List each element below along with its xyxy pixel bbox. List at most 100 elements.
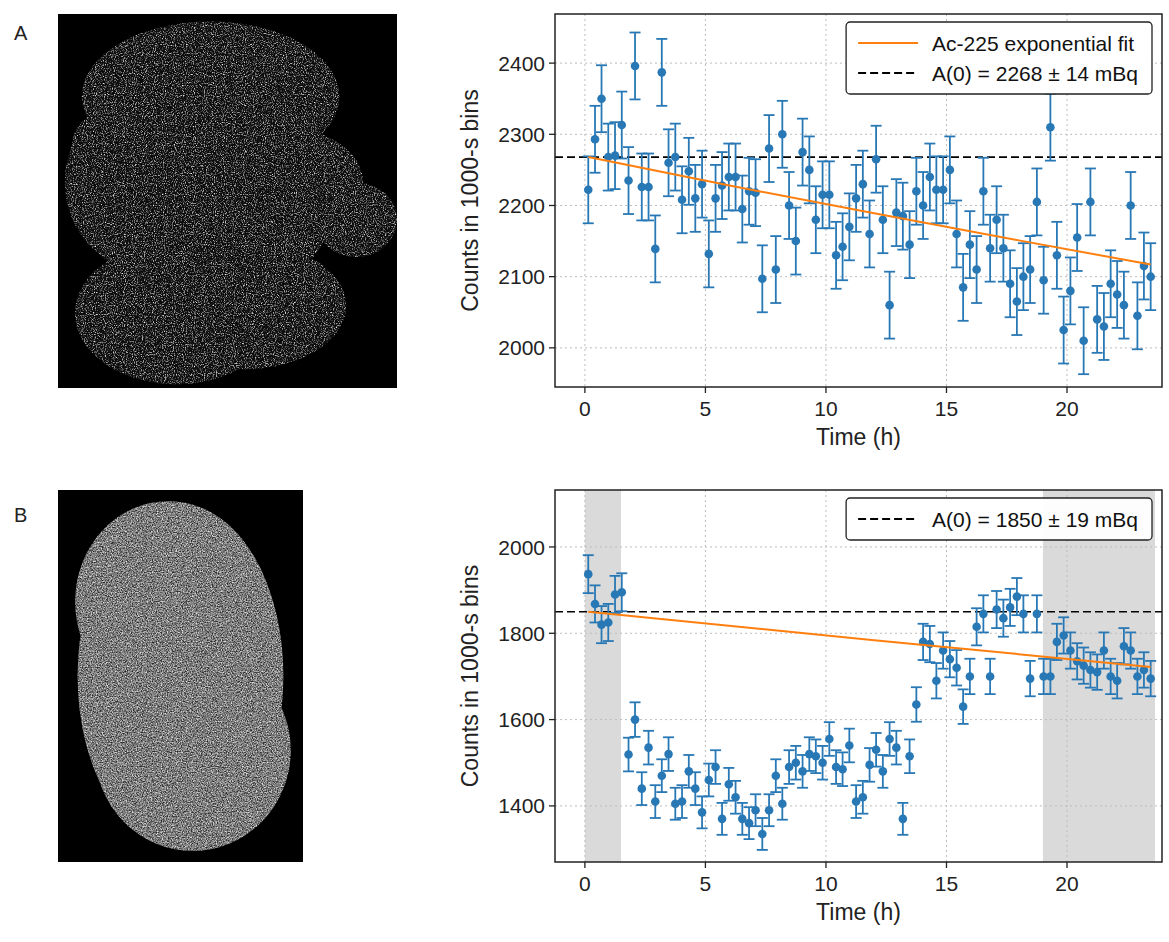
error-bar-cap [596, 605, 607, 607]
error-bar-cap [1125, 171, 1136, 173]
fit-line [588, 612, 1150, 667]
grid-line [555, 719, 1162, 720]
error-bar-cap [1058, 296, 1069, 298]
data-point [972, 623, 981, 632]
error-bar [897, 183, 908, 250]
error-bar [603, 604, 614, 641]
data-point [792, 758, 801, 767]
grid-line [555, 347, 1162, 348]
error-bar-cap [991, 252, 1002, 254]
error-bar-cap [710, 783, 721, 785]
error-bar [750, 159, 761, 226]
image-blob [143, 242, 346, 369]
error-bar-cap [1098, 359, 1109, 361]
error-bar-cap [864, 781, 875, 783]
error-bar [1072, 204, 1083, 271]
error-bar-cap [1011, 577, 1022, 579]
error-bar-cap [630, 32, 641, 34]
error-bar-cap [663, 128, 674, 130]
error-bar-cap [998, 214, 1009, 216]
legend-box [846, 498, 1152, 540]
error-bar-cap [985, 693, 996, 695]
error-bar-cap [1118, 627, 1129, 629]
data-point [604, 618, 613, 627]
error-bar [623, 147, 634, 214]
error-bar-cap [971, 302, 982, 304]
plot-background [555, 490, 1162, 862]
error-bar [1085, 168, 1096, 235]
data-point [859, 793, 868, 802]
error-bar-cap [985, 214, 996, 216]
error-bar-cap [964, 693, 975, 695]
error-bar-cap [804, 736, 815, 738]
error-bar-cap [871, 766, 882, 768]
error-bar-cap [1132, 693, 1143, 695]
data-point [872, 745, 881, 754]
error-bar [904, 739, 915, 773]
error-bar-cap [663, 736, 674, 738]
error-bar-cap [837, 279, 848, 281]
data-point [691, 194, 700, 203]
data-point [1006, 603, 1015, 612]
error-bar-cap [824, 721, 835, 723]
error-bar [710, 750, 721, 784]
error-bar [610, 122, 621, 189]
error-bar [730, 781, 741, 814]
error-bar-cap [583, 592, 594, 594]
tick-label: 0 [579, 397, 591, 420]
error-bar [590, 106, 601, 173]
tick-label: 20 [1055, 397, 1078, 420]
error-bar-cap [1105, 693, 1116, 695]
error-bar [590, 585, 601, 622]
error-bar-cap [583, 554, 594, 556]
error-bar-cap [884, 271, 895, 273]
error-bar-cap [897, 182, 908, 184]
error-bar-cap [831, 221, 842, 223]
error-bar-cap [851, 164, 862, 166]
error-bar-cap [884, 755, 895, 757]
error-bar-cap [636, 771, 647, 773]
error-bar [871, 126, 882, 193]
data-point [584, 570, 593, 579]
error-bar-cap [596, 64, 607, 66]
data-point [812, 215, 821, 224]
data-point [1113, 290, 1122, 299]
legend-label: A(0) = 1850 ± 19 mBq [932, 508, 1138, 531]
error-bar-cap [670, 190, 681, 192]
error-bar-cap [1051, 659, 1062, 661]
error-bar-cap [616, 91, 627, 93]
error-bar-cap [904, 739, 915, 741]
error-bar [663, 129, 674, 196]
image-tissue-texture [65, 21, 397, 384]
legend-handle [858, 72, 918, 74]
error-bar-cap [918, 623, 929, 625]
error-bar [911, 687, 922, 722]
data-point [1053, 251, 1062, 260]
error-bar-cap [790, 207, 801, 209]
error-bar [757, 818, 768, 850]
image-tissue-base [65, 21, 397, 384]
tick-mark [549, 633, 555, 634]
error-bar [690, 772, 701, 805]
error-bar-cap [1085, 234, 1096, 236]
error-bar-cap [710, 231, 721, 233]
data-point [905, 240, 914, 249]
data-point [865, 761, 874, 770]
error-bar-cap [1125, 668, 1136, 670]
data-point [986, 672, 995, 681]
data-point [1113, 676, 1122, 685]
error-bar-cap [1078, 683, 1089, 685]
error-bar-cap [991, 627, 1002, 629]
error-bar-cap [1092, 654, 1103, 656]
error-bar [810, 739, 821, 773]
tick-mark [1066, 862, 1067, 868]
error-bar-cap [690, 164, 701, 166]
data-point [1100, 646, 1109, 655]
data-point [912, 187, 921, 196]
error-bar-cap [764, 793, 775, 795]
error-bar [757, 245, 768, 312]
data-point [738, 205, 747, 214]
error-bar [663, 737, 674, 771]
error-bar [964, 659, 975, 694]
image-blob [143, 242, 346, 369]
